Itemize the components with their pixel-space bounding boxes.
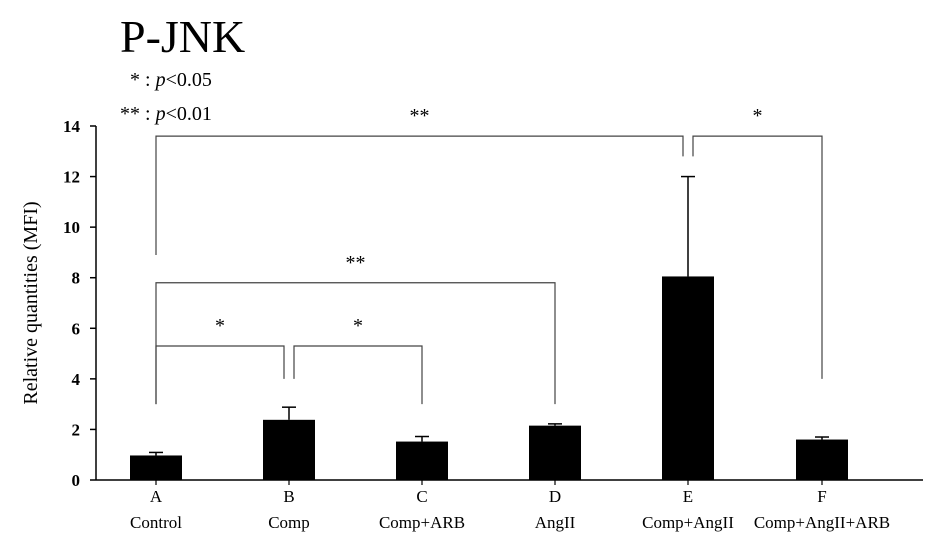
y-ticks: 0 2 4 6 8 10 12 14	[63, 117, 96, 490]
y-tick-label: 8	[72, 269, 81, 288]
bar	[263, 419, 315, 480]
bar	[396, 441, 448, 480]
category-name: Comp+AngII	[642, 513, 734, 532]
significance-bracket	[692, 135, 823, 379]
y-tick-label: 4	[72, 370, 81, 389]
y-tick-label: 12	[63, 168, 80, 187]
category-name: Comp+ARB	[379, 513, 465, 532]
category-letter: D	[549, 487, 561, 506]
chart-title: P-JNK	[120, 11, 245, 62]
category-letter: B	[283, 487, 294, 506]
bars	[130, 276, 848, 480]
significance-legend: * : p<0.05 ** : p<0.01	[120, 69, 212, 125]
y-tick-label: 2	[72, 420, 81, 439]
legend-p-label: p	[154, 103, 166, 125]
y-tick-label: 10	[63, 218, 80, 237]
category-letter: E	[683, 487, 693, 506]
category-name: AngII	[535, 513, 576, 532]
y-tick-label: 0	[72, 471, 81, 490]
legend-threshold: <0.01	[166, 103, 212, 125]
significance-bracket	[155, 135, 684, 255]
error-bars	[149, 175, 829, 456]
y-tick-label: 14	[63, 117, 81, 136]
legend-item: ** : p<0.01	[120, 103, 212, 125]
legend-symbol: **	[120, 103, 145, 125]
category-letter: F	[817, 487, 826, 506]
legend-item: * : p<0.05	[130, 69, 212, 91]
category-labels: A Control B Comp C Comp+ARB D AngII E Comp+AngII F…	[130, 480, 890, 532]
significance-bracket	[155, 282, 556, 405]
bar	[662, 276, 714, 480]
significance-bracket	[155, 345, 285, 405]
category-letter: C	[416, 487, 427, 506]
significance-label: *	[215, 315, 225, 337]
significance-label: **	[346, 252, 366, 274]
category-letter: A	[150, 487, 163, 506]
significance-brackets: * ***** *	[155, 105, 823, 405]
significance-label: *	[753, 105, 763, 127]
legend-prefix: :	[145, 103, 156, 125]
bar	[130, 455, 182, 480]
bar	[529, 425, 581, 480]
category-name: Comp	[268, 513, 310, 532]
significance-label: **	[410, 105, 430, 127]
legend-p-label: p	[154, 69, 166, 91]
y-axis-title: Relative quantities (MFI)	[20, 201, 42, 404]
y-tick-label: 6	[72, 319, 81, 338]
legend-prefix: :	[145, 69, 156, 91]
significance-bracket	[293, 345, 423, 405]
bar	[796, 439, 848, 480]
legend-symbol: *	[130, 69, 145, 91]
category-name: Control	[130, 513, 182, 532]
category-name: Comp+AngII+ARB	[754, 513, 890, 532]
legend-threshold: <0.05	[166, 69, 212, 91]
significance-label: *	[353, 315, 363, 337]
